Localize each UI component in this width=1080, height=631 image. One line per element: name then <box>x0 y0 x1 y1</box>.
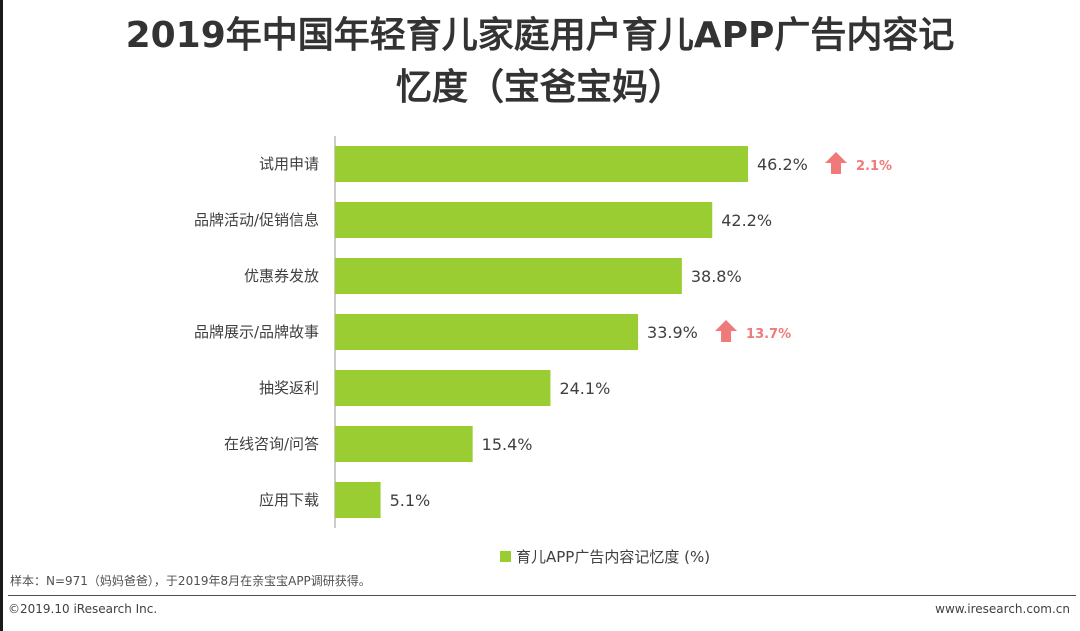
footer-divider <box>8 595 1076 596</box>
legend-swatch <box>500 551 511 562</box>
chart-title-line-2: 忆度（宝爸宝妈） <box>395 67 684 108</box>
bar <box>335 258 682 294</box>
category-label: 试用申请 <box>259 155 319 173</box>
bar <box>335 370 551 406</box>
value-label: 15.4% <box>482 435 533 454</box>
value-label: 42.2% <box>721 211 772 230</box>
up-arrow-icon <box>825 152 847 174</box>
change-annotation: 2.1% <box>856 159 892 174</box>
value-label: 46.2% <box>757 155 808 174</box>
value-label: 38.8% <box>691 267 742 286</box>
left-edge-border <box>0 0 3 631</box>
bar-chart: 试用申请 46.2% 品牌活动/促销信息 42.2% 优惠券发放 38.8% 品牌展示/品牌… <box>194 136 892 528</box>
bar <box>335 202 713 238</box>
category-label: 品牌展示/品牌故事 <box>194 323 319 341</box>
bar <box>335 314 639 350</box>
sample-note: 样本：N=971（妈妈爸爸），于2019年8月在亲宝宝APP调研获得。 <box>10 574 371 588</box>
up-arrow-icon <box>715 320 738 342</box>
legend-label: 育儿APP广告内容记忆度 (%) <box>516 548 711 566</box>
category-label: 优惠券发放 <box>244 267 319 285</box>
website-url: www.iresearch.com.cn <box>935 602 1070 616</box>
copyright: ©2019.10 iResearch Inc. <box>8 602 158 616</box>
legend: 育儿APP广告内容记忆度 (%) <box>500 546 710 567</box>
bar <box>335 146 748 182</box>
category-label: 在线咨询/问答 <box>224 435 319 453</box>
category-label: 抽奖返利 <box>259 379 319 397</box>
value-label: 24.1% <box>559 379 610 398</box>
bar <box>335 482 381 518</box>
chart-title-line-1: 2019年中国年轻育儿家庭用户育儿APP广告内容记 <box>125 15 955 56</box>
change-annotation: 13.7% <box>746 327 791 342</box>
category-label: 品牌活动/促销信息 <box>194 211 319 229</box>
value-label: 5.1% <box>390 491 431 510</box>
value-label: 33.9% <box>647 323 698 342</box>
category-label: 应用下载 <box>259 491 319 509</box>
bar <box>335 426 473 462</box>
